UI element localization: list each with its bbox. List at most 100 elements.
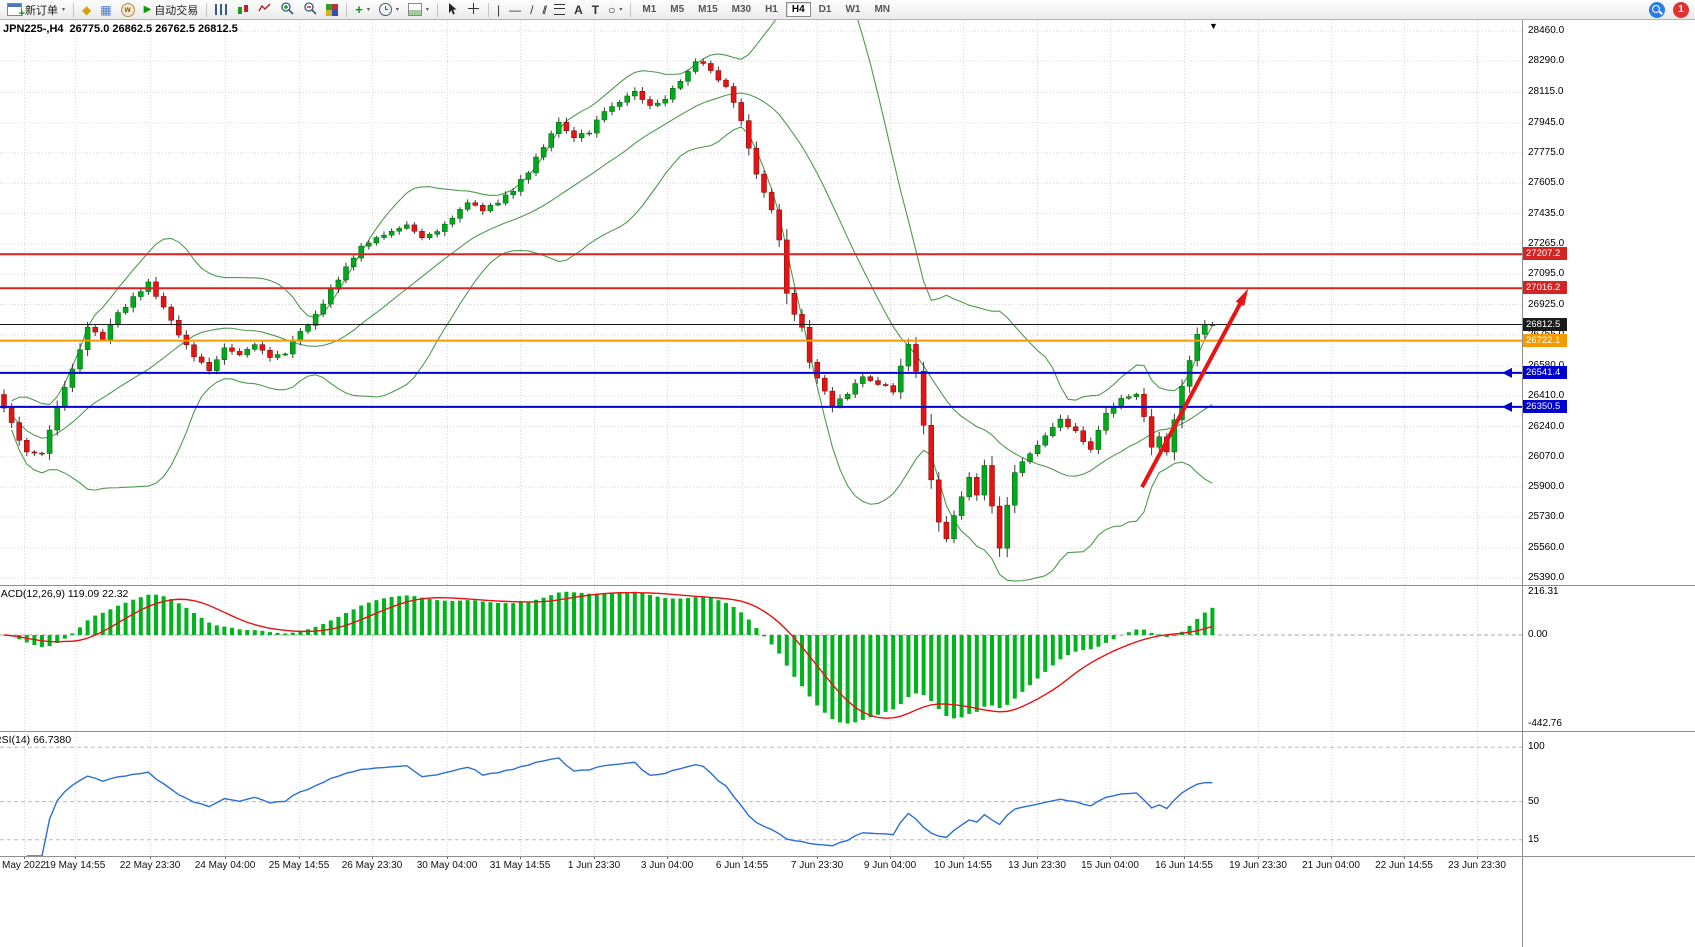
- timeframe-button-D1[interactable]: D1: [818, 4, 832, 15]
- new-order-button[interactable]: 新订单 ▾: [3, 1, 69, 20]
- line-chart-button[interactable]: [254, 1, 275, 19]
- rsi-axis-label: 100: [1528, 741, 1545, 753]
- horizontal-line-button[interactable]: —: [505, 1, 525, 19]
- time-tick: [963, 856, 964, 859]
- vertical-line-button[interactable]: |: [493, 1, 504, 19]
- label-icon: T: [591, 2, 600, 17]
- timeframe-button-M1[interactable]: M1: [642, 4, 657, 15]
- strategy-tester-button[interactable]: ▦: [96, 1, 115, 19]
- fibonacci-button[interactable]: [550, 1, 569, 19]
- price-scale[interactable]: 28460.0 28290.0 28115.0 27945.0 27775.0 27605…: [1523, 20, 1695, 947]
- templates-button[interactable]: ▾: [404, 1, 433, 19]
- price-axis-label: 27945.0: [1528, 116, 1565, 128]
- mql5-icon: w: [120, 2, 135, 17]
- chart-shift-marker[interactable]: ▼: [1209, 21, 1218, 31]
- toolbar-separator: [73, 2, 75, 17]
- price-level-badge: 26541.4: [1523, 365, 1567, 379]
- price-axis-label: 26580.0: [1528, 360, 1564, 372]
- price-level-badge: 27207.2: [1523, 247, 1567, 261]
- cursor-button[interactable]: [442, 1, 462, 19]
- toolbar-separator: [630, 2, 632, 17]
- time-axis-label: 21 Jun 04:00: [1302, 860, 1360, 871]
- line-chart-icon: [258, 2, 271, 17]
- trendline-button[interactable]: /: [526, 1, 537, 19]
- time-tick: [372, 856, 373, 859]
- time-axis-label: 25 May 14:55: [268, 860, 330, 871]
- time-axis[interactable]: May 2022 19 May 14:55 22 May 23:30 24 May 0…: [0, 856, 1522, 947]
- timeframe-button-M15[interactable]: M15: [698, 4, 718, 15]
- label-button[interactable]: T: [588, 1, 603, 19]
- autotrading-button[interactable]: ▶ 自动交易: [140, 1, 203, 19]
- zoom-in-icon: [280, 1, 294, 18]
- toolbar-separator: [206, 2, 208, 17]
- zoom-in-button[interactable]: [276, 1, 298, 19]
- rsi-label: RSI(14) 66.7380: [0, 734, 72, 746]
- macd-chart: [0, 585, 1522, 731]
- time-axis-label: 26 May 23:30: [341, 860, 403, 871]
- price-scale-main: 28460.0 28290.0 28115.0 27945.0 27775.0 27605…: [1523, 20, 1695, 585]
- price-level-badge: 26350.5: [1523, 399, 1567, 413]
- time-tick: [890, 856, 891, 859]
- rsi-axis-label: 50: [1528, 795, 1540, 807]
- price-axis-label: 27605.0: [1528, 177, 1565, 189]
- mql5-button[interactable]: w: [117, 1, 139, 19]
- ohlc-values: 26775.0 26862.5 26762.5 26812.5: [69, 23, 238, 35]
- indicators-icon: +: [355, 2, 363, 17]
- timeframe-bar: M1 M5 M15 M30 H1 H4 D1 W1 MN: [635, 2, 897, 17]
- time-axis-label: 13 Jun 23:30: [1008, 860, 1066, 871]
- shapes-button[interactable]: ○ ▾: [604, 1, 626, 19]
- timeframe-button-W1[interactable]: W1: [845, 4, 861, 15]
- price-axis-label: 25390.0: [1528, 572, 1565, 583]
- pane-divider[interactable]: [0, 585, 1695, 586]
- time-tick: [1110, 856, 1111, 859]
- timeframe-button-MN[interactable]: MN: [874, 4, 891, 15]
- bar-chart-button[interactable]: [211, 1, 231, 19]
- notifications-badge[interactable]: 1: [1673, 2, 1689, 18]
- periods-button[interactable]: ▾: [375, 1, 403, 19]
- toolbar: 新订单 ▾ ◆ ▦ w ▶ 自动交易: [0, 0, 1695, 20]
- time-axis-label: 22 Jun 14:55: [1375, 860, 1433, 871]
- time-axis-label: 6 Jun 14:55: [715, 860, 769, 871]
- vertical-line-icon: |: [496, 2, 501, 17]
- price-axis-label: 27775.0: [1528, 147, 1565, 159]
- price-axis-label: 26925.0: [1528, 298, 1565, 310]
- zoom-out-button[interactable]: [299, 1, 321, 19]
- time-tick: [1184, 856, 1185, 859]
- time-axis-label: 1 Jun 23:30: [567, 860, 621, 871]
- pane-divider[interactable]: [0, 856, 1695, 857]
- timeframe-button-H4[interactable]: H4: [785, 2, 811, 17]
- rsi-axis-label: 15: [1528, 833, 1540, 845]
- timeframe-button-M5[interactable]: M5: [670, 4, 685, 15]
- fibonacci-icon: [554, 4, 566, 15]
- chart-ohlc-label: JPN225-,H4 26775.0 26862.5 26762.5 26812.…: [3, 23, 238, 35]
- time-tick: [447, 856, 448, 859]
- channel-button[interactable]: //: [538, 1, 549, 19]
- search-button[interactable]: [1649, 2, 1665, 18]
- trendline-icon: /: [530, 2, 534, 17]
- macd-pane[interactable]: MACD(12,26,9) 119.09 22.32: [0, 585, 1522, 731]
- time-axis-label: 16 Jun 14:55: [1155, 860, 1213, 871]
- timeframe-button-H1[interactable]: H1: [765, 4, 778, 15]
- time-tick: [520, 856, 521, 859]
- candlestick-button[interactable]: [232, 1, 253, 19]
- indicators-button[interactable]: + ▾: [351, 1, 374, 19]
- metaeditor-button[interactable]: ◆: [78, 1, 95, 19]
- price-axis-label: 27435.0: [1528, 207, 1565, 219]
- price-axis-label: 25730.0: [1528, 511, 1565, 523]
- toolbar-separator: [487, 2, 489, 17]
- text-button[interactable]: A: [570, 1, 587, 19]
- bar-chart-icon: [215, 4, 228, 15]
- tile-windows-button[interactable]: [322, 1, 342, 19]
- chevron-down-icon: ▾: [62, 7, 66, 13]
- new-order-label: 新订单: [25, 4, 58, 17]
- new-order-icon: [7, 3, 25, 20]
- rsi-pane[interactable]: RSI(14) 66.7380: [0, 731, 1522, 856]
- price-chart-pane[interactable]: JPN225-,H4 26775.0 26862.5 26762.5 26812.…: [0, 20, 1522, 585]
- timeframe-button-M30[interactable]: M30: [731, 4, 752, 15]
- crosshair-button[interactable]: [463, 1, 484, 19]
- strategy-tester-icon: ▦: [100, 2, 112, 17]
- tile-windows-icon: [326, 3, 339, 16]
- time-axis-label: 22 May 23:30: [119, 860, 181, 871]
- price-axis-label: 25560.0: [1528, 541, 1565, 553]
- pane-divider[interactable]: [0, 731, 1695, 732]
